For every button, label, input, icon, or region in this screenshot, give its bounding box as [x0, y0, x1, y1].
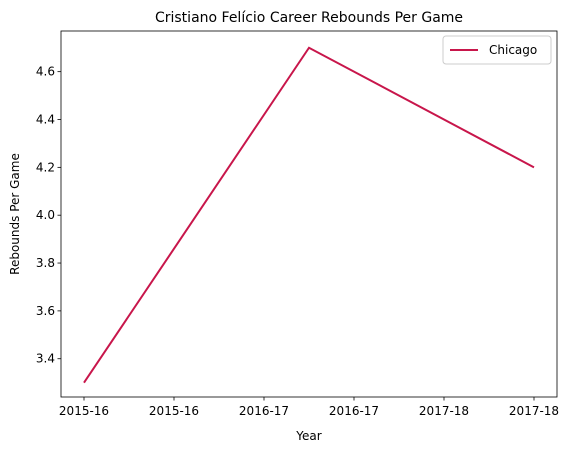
y-tick-label: 4.4 [36, 113, 55, 127]
legend: Chicago [442, 35, 552, 65]
series-line-0 [83, 46, 535, 384]
x-tick-label: 2015-16 [59, 404, 109, 418]
x-tick-label: 2017-18 [419, 404, 469, 418]
x-tick-label: 2016-17 [239, 404, 289, 418]
plot-frame [60, 30, 558, 398]
y-tick-label: 3.4 [36, 352, 55, 366]
plot-area [61, 31, 557, 397]
y-axis: 3.4 3.6 3.8 4.0 4.2 4.4 4.6 [36, 65, 61, 366]
legend-label: Chicago [489, 43, 537, 57]
y-tick-label: 4.0 [36, 208, 55, 222]
y-axis-title: Rebounds Per Game [8, 153, 22, 275]
x-tick-label: 2017-18 [509, 404, 559, 418]
x-axis-title: Year [295, 429, 321, 443]
x-tick-label: 2015-16 [149, 404, 199, 418]
series-layer [83, 46, 535, 384]
y-tick-label: 3.8 [36, 256, 55, 270]
x-tick-label: 2016-17 [329, 404, 379, 418]
y-tick-label: 4.6 [36, 65, 55, 79]
chart-title: Cristiano Felício Career Rebounds Per Ga… [155, 10, 463, 26]
y-tick-label: 4.2 [36, 160, 55, 174]
legend-box [442, 35, 552, 65]
y-tick-label: 3.6 [36, 304, 55, 318]
x-axis: 2015-16 2015-16 2016-17 2016-17 2017-18 2017-… [59, 397, 559, 418]
